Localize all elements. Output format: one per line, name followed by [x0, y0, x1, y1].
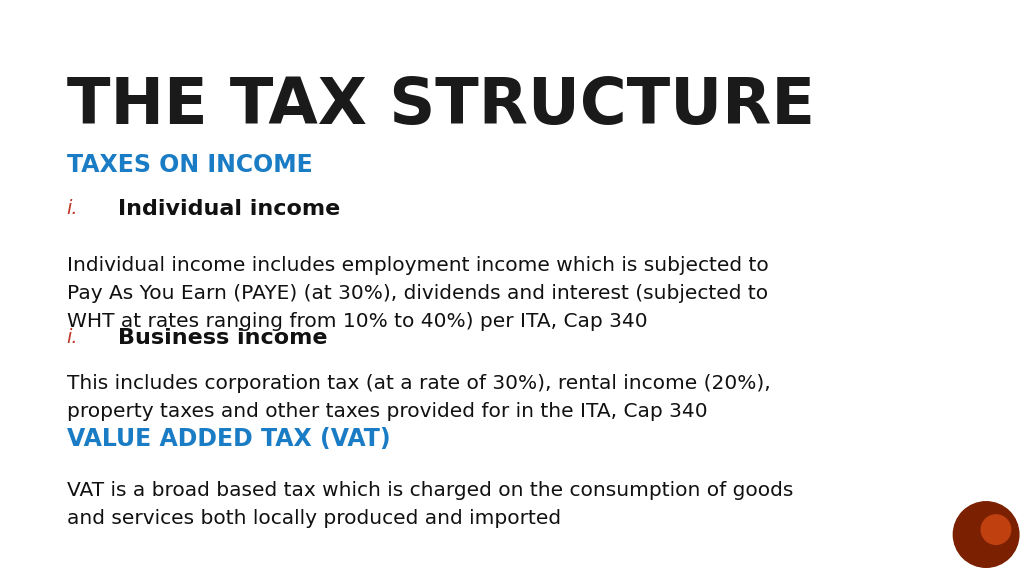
Text: THE TAX STRUCTURE: THE TAX STRUCTURE [67, 75, 814, 137]
Ellipse shape [953, 502, 1019, 567]
Text: Individual income includes employment income which is subjected to
Pay As You Ea: Individual income includes employment in… [67, 256, 768, 331]
Text: TAXES ON INCOME: TAXES ON INCOME [67, 153, 312, 177]
Text: VAT is a broad based tax which is charged on the consumption of goods
and servic: VAT is a broad based tax which is charge… [67, 481, 793, 528]
Text: This includes corporation tax (at a rate of 30%), rental income (20%),
property : This includes corporation tax (at a rate… [67, 374, 770, 422]
Text: Business income: Business income [118, 328, 328, 348]
Text: i.: i. [67, 199, 78, 218]
Text: i.: i. [67, 328, 78, 347]
Text: VALUE ADDED TAX (VAT): VALUE ADDED TAX (VAT) [67, 427, 390, 452]
Ellipse shape [981, 515, 1011, 544]
Text: Individual income: Individual income [118, 199, 340, 219]
